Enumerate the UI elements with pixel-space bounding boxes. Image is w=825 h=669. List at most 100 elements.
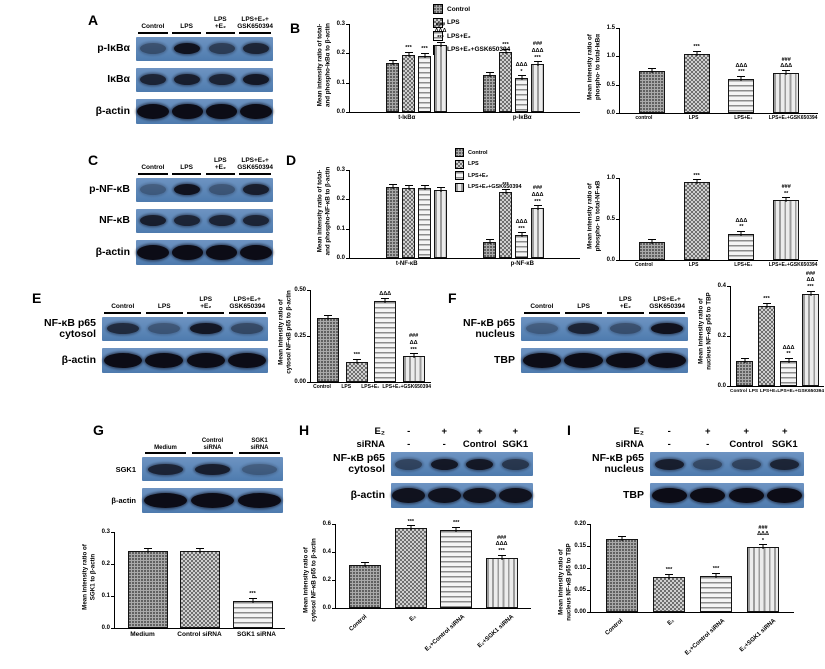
y-tick-mark <box>332 552 335 553</box>
lane-underline <box>205 31 236 34</box>
plot-area: *** *** ### ΔΔΔ *** *** ΔΔΔ * ### ΔΔΔ *** <box>349 21 580 113</box>
y-axis: 0.0 0.1 0.2 0.3 <box>333 21 349 115</box>
lane-underline <box>104 311 141 314</box>
bar <box>127 548 168 628</box>
y-axis: 0.0 0.5 1.0 <box>603 175 619 263</box>
protein-band <box>651 323 683 335</box>
protein-band <box>174 184 201 196</box>
significance-annotation: ### ΔΔΔ *** <box>434 21 447 41</box>
legend-label: LPS+E₂ <box>468 172 489 179</box>
error-bar <box>436 186 445 192</box>
error-bar <box>388 59 397 65</box>
legend-d: Control LPS LPS+E₂ LPS+E₂+GSK650394 <box>455 148 522 194</box>
protein-band <box>693 458 723 470</box>
lane-label: LPS +E₂ <box>203 157 237 175</box>
y-axis: 0.0 0.2 0.4 0.6 <box>319 521 335 611</box>
chart-d-left: Mean intensity ratio of total- and phosp… <box>315 167 580 268</box>
protein-band <box>240 244 272 260</box>
blot-strip <box>136 177 273 202</box>
y-tick-mark <box>332 524 335 525</box>
y-tick-label: 0.5 <box>606 216 615 222</box>
legend-swatch <box>433 31 443 41</box>
lane-label-row: Control LPS LPS +E₂ LPS+E₂+ GSK650394 <box>38 296 268 314</box>
bar: ΔΔΔ *** <box>515 219 528 258</box>
y-tick-label: 0.2 <box>336 196 345 203</box>
bar-fill <box>374 301 397 382</box>
bars: *** <box>115 548 285 628</box>
bars: *** *** ### ΔΔΔ * <box>591 525 794 612</box>
condition-value: - <box>667 439 671 450</box>
x-axis-labels: Control LPS LPS+E₂ LPS+E₂+GSK650394 <box>730 389 824 394</box>
bar: *** <box>683 173 710 260</box>
bar <box>638 67 665 113</box>
protein-band <box>609 323 642 335</box>
y-tick-mark <box>616 84 619 86</box>
error-bar <box>196 548 204 553</box>
bar-fill <box>515 78 528 112</box>
y-tick-label: 0.4 <box>717 283 726 289</box>
significance-annotation: *** <box>665 567 673 574</box>
band-row-label: SGK1 <box>115 464 136 474</box>
bar: *** <box>345 352 368 382</box>
y-tick-mark <box>727 386 730 387</box>
error-bar <box>806 290 815 296</box>
y-tick-label: 1.5 <box>606 25 615 31</box>
legend-label: LPS+E₂ <box>447 32 471 40</box>
lane-label: LPS +E₂ <box>185 296 227 314</box>
lane-label: LPS <box>144 296 186 314</box>
x-category-label: p-IκBα <box>512 115 532 121</box>
bar-fill <box>402 54 415 112</box>
protein-band <box>208 43 235 55</box>
y-tick-label: 0.1 <box>101 593 110 599</box>
y-axis: 0.00 0.25 0.50 <box>294 287 310 385</box>
blot-band-row: IκBα <box>75 67 273 92</box>
western-blot-i: E₂ - + + + siRNA - - Control SGK1 NF-κB p65 nucleu… <box>576 426 804 515</box>
lane-label: LPS+E₂+ GSK650394 <box>646 296 688 314</box>
condition-value: + <box>743 426 750 437</box>
protein-band <box>564 352 603 368</box>
condition-row: E₂ - + + + <box>323 426 533 437</box>
protein-band <box>240 103 272 119</box>
bar-group: *** ΔΔΔ * ### ΔΔΔ *** <box>483 41 544 112</box>
y-tick-mark <box>111 532 114 533</box>
y-axis-label: Mean intensity ratio of cytosol NF-κB p6… <box>277 290 292 374</box>
bar: ### ** <box>773 184 800 260</box>
lane-label: Control <box>521 296 563 314</box>
protein-band <box>501 458 529 470</box>
panel-d: D Control LPS LPS+E₂ LPS+E₂+GSK650394 Mean … <box>283 148 825 288</box>
blot-band-row: NF-κB p65 cytosol <box>38 316 268 341</box>
legend-item: Control <box>433 4 510 14</box>
condition-value: Control <box>462 439 497 450</box>
x-category-label: t-NF-κB <box>395 261 418 267</box>
x-category-label: LPS <box>748 389 759 394</box>
lane-underline <box>523 311 561 314</box>
blot-strip <box>102 316 268 341</box>
significance-annotation: *** <box>712 566 720 573</box>
y-tick-mark <box>616 178 619 179</box>
protein-band <box>651 488 687 503</box>
y-axis-label: Mean intensity ratio of cytosol NF-κB p6… <box>302 538 317 622</box>
blot-band-row: TBP <box>576 483 804 508</box>
error-bar <box>406 525 415 530</box>
error-bar <box>436 41 445 47</box>
plot-area: *** ΔΔΔ *** ### ΔΔΔ *** <box>349 170 580 259</box>
lane-label: Control <box>102 296 144 314</box>
x-axis-labels: Control LPS LPS+E₂ LPS+E₂+GSK650394 <box>619 262 818 269</box>
bar-fill <box>127 551 168 628</box>
bar-fill <box>349 564 382 608</box>
protein-band <box>208 74 235 86</box>
protein-band <box>237 493 282 509</box>
panel-a: A Control LPS LPS +E₂ LPS+E₂+ GSK650394 p-Iκ… <box>68 4 283 142</box>
lane-underline <box>239 31 271 34</box>
x-category-label: Control <box>348 614 369 633</box>
lane-label: LPS+E₂+ GSK650394 <box>237 157 273 175</box>
x-category-label: LPS+E₂+GSK650394 <box>768 262 818 268</box>
lane-label: LPS +E₂ <box>203 16 237 34</box>
lane-underline <box>171 172 202 175</box>
lane-underline <box>138 172 168 175</box>
blot-strip <box>136 36 273 61</box>
x-category-label: LPS <box>688 262 699 268</box>
condition-value: - <box>667 426 671 437</box>
panel-b-letter: B <box>290 20 301 36</box>
plot-area: *** <box>114 532 285 629</box>
